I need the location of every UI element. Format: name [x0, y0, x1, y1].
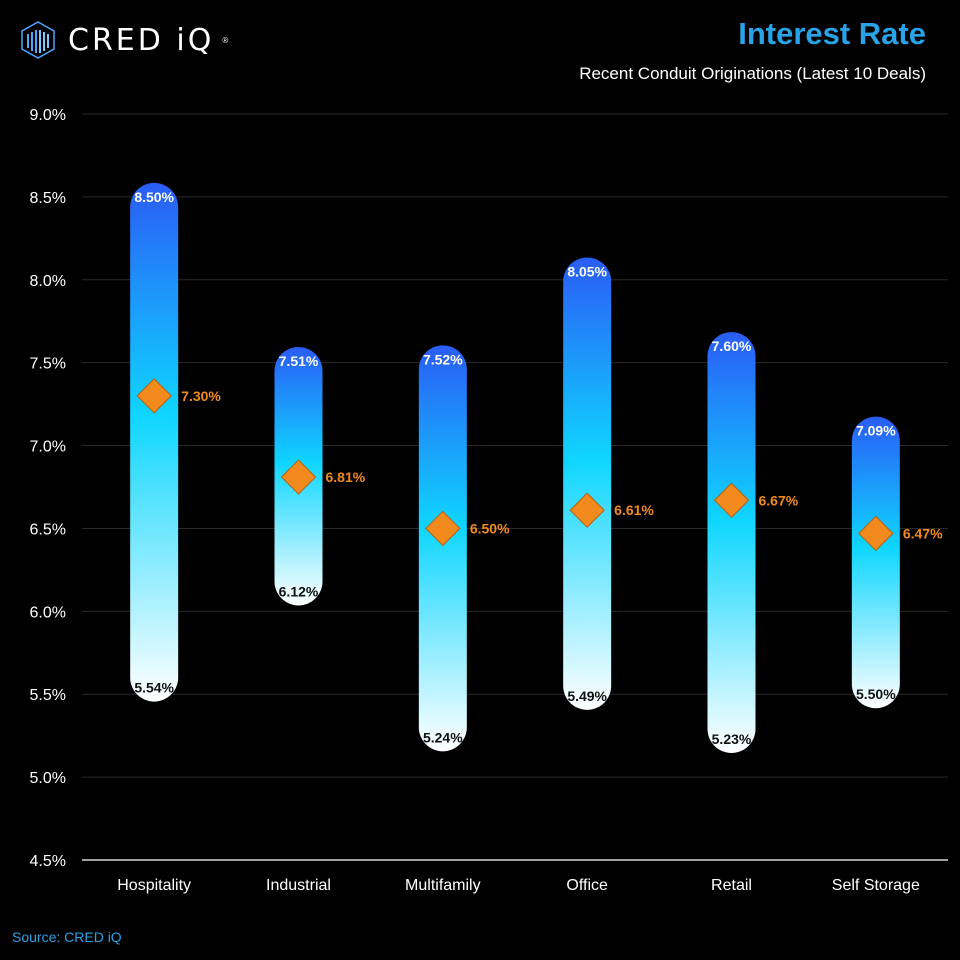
high-value-label: 7.60% [712, 338, 752, 354]
low-value-label: 5.54% [134, 680, 174, 696]
category-label: Multifamily [405, 877, 481, 894]
high-value-label: 7.51% [279, 353, 319, 369]
logo-registered-mark: ® [222, 35, 229, 45]
brand-logo: CRED iQ ® [18, 20, 228, 60]
average-marker [425, 510, 461, 547]
y-tick-label: 7.0% [30, 439, 66, 456]
y-tick-label: 8.0% [30, 273, 66, 290]
low-value-label: 5.50% [856, 686, 896, 702]
average-value-label: 6.81% [326, 469, 366, 485]
average-value-label: 6.61% [614, 502, 654, 518]
range-bar [418, 345, 467, 752]
y-tick-label: 9.0% [30, 107, 66, 124]
high-value-label: 7.52% [423, 351, 463, 367]
cube-logo-icon [21, 21, 55, 59]
average-marker [569, 492, 605, 528]
gridlines [82, 113, 948, 861]
average-marker [713, 482, 750, 518]
category-label: Self Storage [832, 877, 920, 894]
high-value-label: 7.09% [856, 423, 896, 439]
category-label: Retail [711, 877, 752, 894]
y-tick-label: 6.5% [30, 521, 66, 538]
logo-text: CRED iQ [68, 22, 215, 58]
average-marker [858, 515, 894, 552]
category-label: Office [566, 877, 608, 894]
range-bar [563, 257, 612, 710]
y-tick-label: 6.0% [30, 604, 66, 621]
chart-subtitle: Recent Conduit Originations (Latest 10 D… [579, 64, 926, 83]
average-value-label: 6.47% [903, 525, 943, 541]
source-note: Source: CRED iQ [12, 929, 122, 945]
average-marker [136, 378, 172, 414]
average-value-label: 6.50% [470, 520, 510, 536]
category-label: Hospitality [117, 877, 191, 894]
x-axis-categories: Hospitality Industrial Multifamily Office Re… [117, 877, 920, 894]
range-bar [130, 182, 179, 702]
range-bar [707, 332, 756, 753]
y-tick-label: 4.5% [30, 853, 66, 870]
y-tick-label: 7.5% [30, 356, 66, 373]
high-value-label: 8.05% [567, 263, 607, 279]
range-bars: 8.50% 5.54% 7.30% 7.51% 6.12% 6.81% 7.52% 5.24%… [130, 182, 943, 753]
average-marker [280, 459, 317, 495]
high-value-label: 8.50% [134, 189, 174, 205]
average-value-label: 7.30% [181, 388, 221, 404]
low-value-label: 5.49% [567, 688, 607, 704]
y-axis-ticks: 4.5% 5.0% 5.5% 6.0% 6.5% 7.0% 7.5% 8.0% 8.5% 9.0% [30, 107, 66, 870]
low-value-label: 5.24% [423, 729, 463, 745]
category-label: Industrial [266, 877, 331, 894]
y-tick-label: 8.5% [30, 190, 66, 207]
y-tick-label: 5.5% [30, 687, 66, 704]
low-value-label: 5.23% [712, 731, 752, 747]
chart-title: Interest Rate [738, 16, 926, 51]
low-value-label: 6.12% [279, 583, 319, 599]
y-tick-label: 5.0% [30, 770, 66, 787]
average-value-label: 6.67% [759, 492, 799, 508]
range-bar [851, 416, 900, 709]
